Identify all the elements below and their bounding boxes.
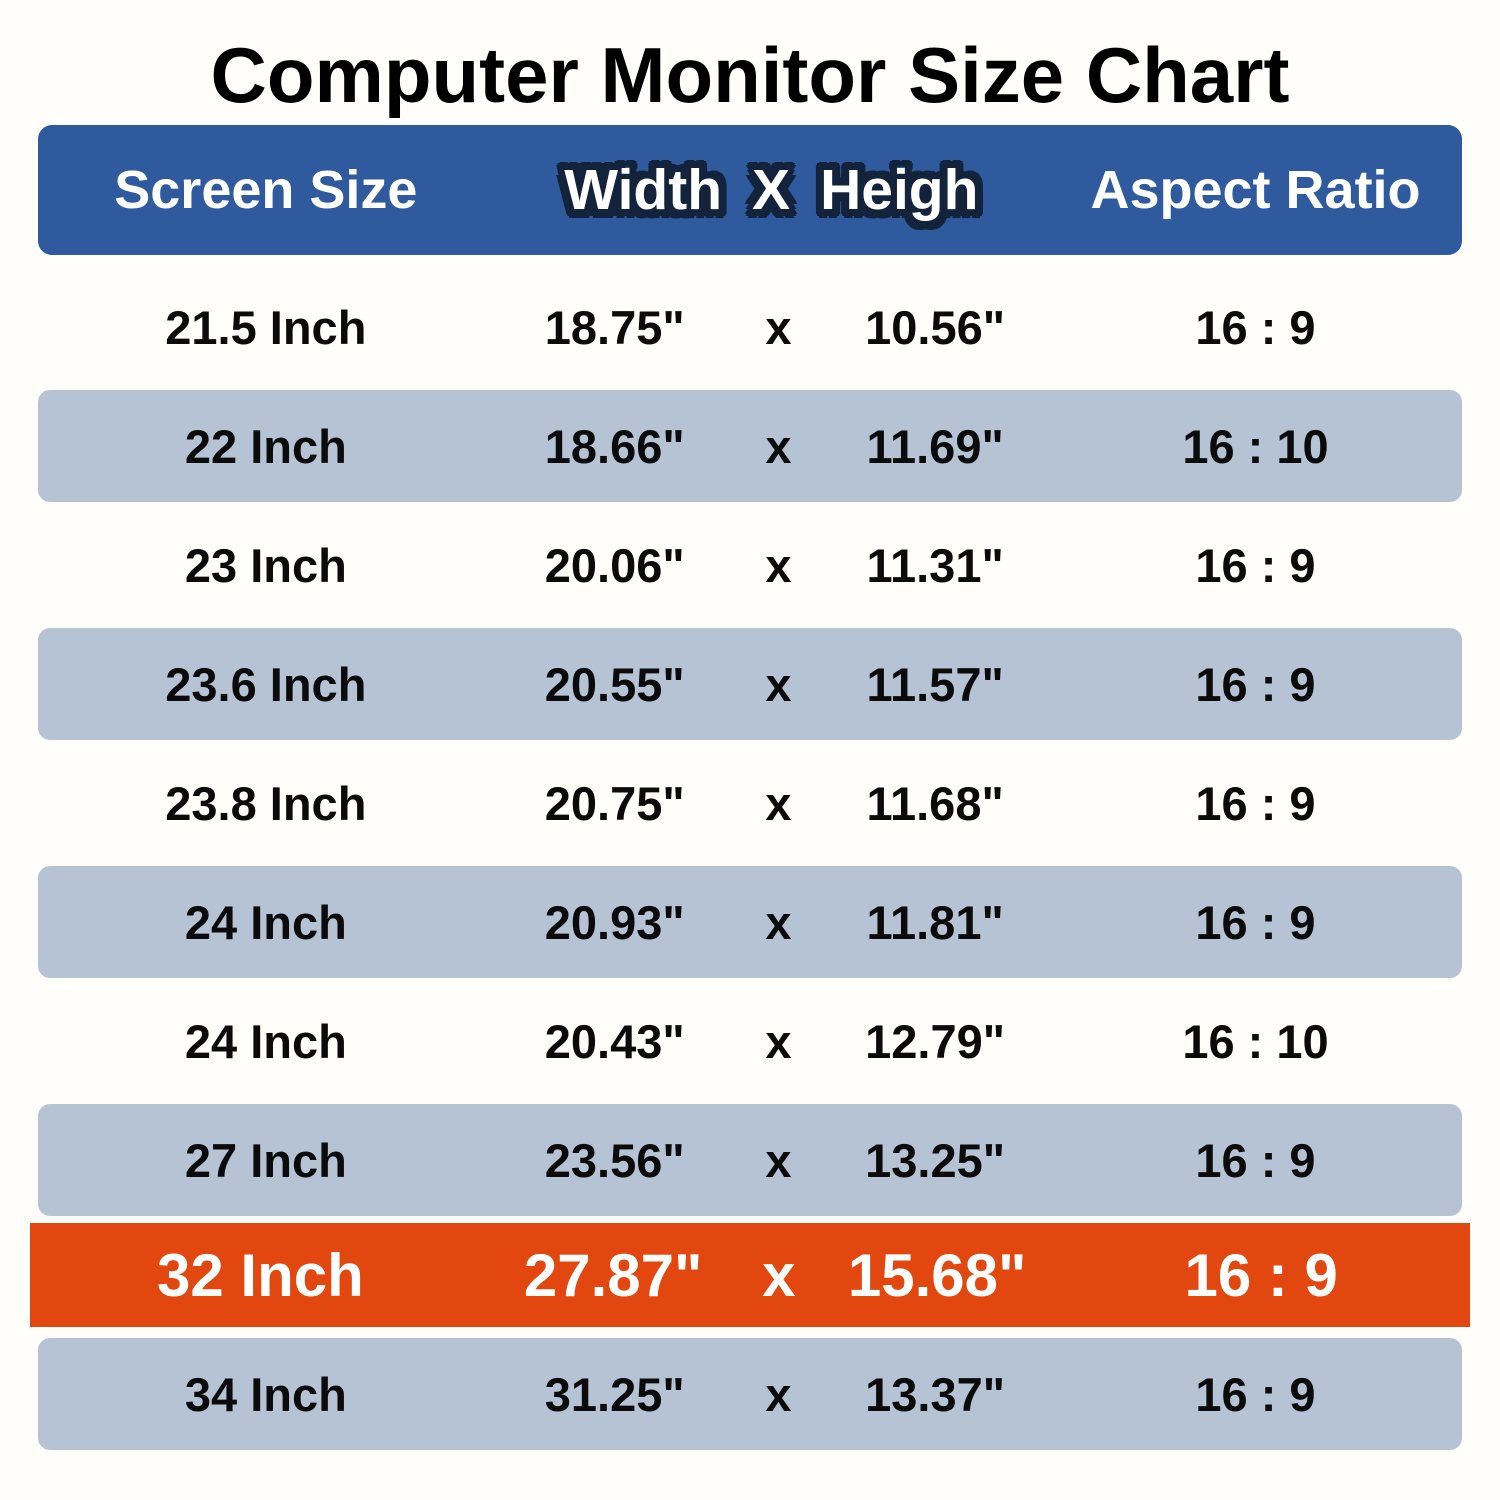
aspect-ratio-value: 16 : 9	[1195, 895, 1316, 949]
width-value: 27.87"	[523, 1241, 703, 1309]
height-value: 13.37"	[865, 1367, 1006, 1421]
table-row: 27 Inch 23.56" x 13.25" 16 : 9	[38, 1104, 1462, 1216]
header-width-label: Width	[564, 158, 723, 222]
x-separator: x	[762, 1241, 796, 1309]
screen-size-value: 27 Inch	[184, 1133, 347, 1187]
x-separator: x	[765, 657, 792, 711]
aspect-ratio-value: 16 : 10	[1182, 419, 1329, 473]
table-row: 24 Inch 20.43" x 12.79" 16 : 10	[38, 985, 1462, 1097]
table-row-highlighted: 32 Inch 27.87" x 15.68" 16 : 9	[30, 1223, 1470, 1327]
table-row: 21.5 Inch 18.75" x 10.56" 16 : 9	[38, 271, 1462, 383]
screen-size-value: 22 Inch	[184, 419, 347, 473]
screen-size-value: 23.8 Inch	[165, 776, 367, 830]
aspect-ratio-value: 16 : 9	[1195, 657, 1316, 711]
height-value: 15.68"	[847, 1241, 1027, 1309]
height-value: 11.31"	[866, 538, 1004, 592]
height-value: 11.68"	[866, 776, 1004, 830]
x-separator: x	[765, 776, 792, 830]
width-value: 20.75"	[544, 776, 685, 830]
height-value: 11.57"	[866, 657, 1004, 711]
width-value: 20.55"	[544, 657, 685, 711]
width-value: 23.56"	[544, 1133, 685, 1187]
aspect-ratio-value: 16 : 9	[1195, 1133, 1316, 1187]
screen-size-value: 21.5 Inch	[165, 300, 367, 354]
height-value: 11.81"	[866, 895, 1004, 949]
x-separator: x	[765, 538, 792, 592]
screen-size-value: 23 Inch	[184, 538, 347, 592]
width-value: 20.93"	[544, 895, 685, 949]
width-value: 31.25"	[544, 1367, 685, 1421]
table-row: 22 Inch 18.66" x 11.69" 16 : 10	[38, 390, 1462, 502]
header-x-label: X	[752, 158, 791, 222]
height-value: 10.56"	[865, 300, 1006, 354]
x-separator: x	[765, 419, 792, 473]
table-row: 23 Inch 20.06" x 11.31" 16 : 9	[38, 509, 1462, 621]
aspect-ratio-value: 16 : 10	[1182, 1014, 1329, 1068]
width-value: 18.75"	[544, 300, 685, 354]
screen-size-value: 24 Inch	[184, 1014, 347, 1068]
screen-size-value: 34 Inch	[184, 1367, 347, 1421]
table-header: Screen Size Width X Heigh Aspect Ratio	[38, 125, 1462, 255]
aspect-ratio-value: 16 : 9	[1195, 1367, 1316, 1421]
aspect-ratio-value: 16 : 9	[1195, 538, 1316, 592]
header-width-x-height: Width X Heigh	[494, 157, 1049, 223]
height-value: 11.69"	[866, 419, 1004, 473]
table-row: 24 Inch 20.93" x 11.81" 16 : 9	[38, 866, 1462, 978]
page-title: Computer Monitor Size Chart	[210, 31, 1290, 119]
screen-size-value: 23.6 Inch	[165, 657, 367, 711]
width-value: 20.43"	[544, 1014, 685, 1068]
header-aspect-ratio: Aspect Ratio	[1090, 160, 1421, 220]
header-height-label: Heigh	[820, 158, 979, 222]
x-separator: x	[765, 1367, 792, 1421]
header-screen-size: Screen Size	[114, 160, 418, 220]
table-row: 23.8 Inch 20.75" x 11.68" 16 : 9	[38, 747, 1462, 859]
height-value: 13.25"	[865, 1133, 1006, 1187]
screen-size-value: 32 Inch	[157, 1241, 364, 1309]
aspect-ratio-value: 16 : 9	[1195, 776, 1316, 830]
x-separator: x	[765, 1014, 792, 1068]
aspect-ratio-value: 16 : 9	[1184, 1241, 1338, 1309]
table-body: 21.5 Inch 18.75" x 10.56" 16 : 9 22 Inch 18.66…	[30, 271, 1470, 1450]
screen-size-value: 24 Inch	[184, 895, 347, 949]
aspect-ratio-value: 16 : 9	[1195, 300, 1316, 354]
table-row: 34 Inch 31.25" x 13.37" 16 : 9	[38, 1338, 1462, 1450]
width-value: 18.66"	[544, 419, 685, 473]
x-separator: x	[765, 300, 792, 354]
height-value: 12.79"	[865, 1014, 1006, 1068]
table-row: 23.6 Inch 20.55" x 11.57" 16 : 9	[38, 628, 1462, 740]
width-value: 20.06"	[544, 538, 685, 592]
x-separator: x	[765, 1133, 792, 1187]
x-separator: x	[765, 895, 792, 949]
